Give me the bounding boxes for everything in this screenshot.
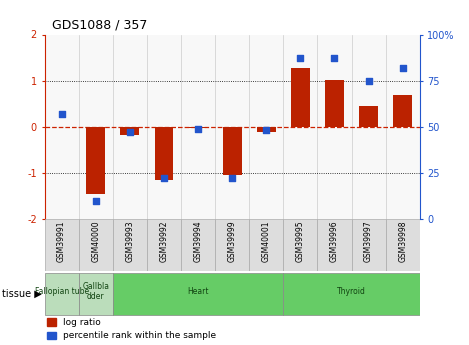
FancyBboxPatch shape	[215, 219, 249, 271]
Text: GSM39999: GSM39999	[227, 221, 237, 262]
FancyBboxPatch shape	[79, 219, 113, 271]
FancyBboxPatch shape	[113, 219, 147, 271]
Legend: log ratio, percentile rank within the sample: log ratio, percentile rank within the sa…	[47, 318, 216, 341]
FancyBboxPatch shape	[79, 273, 113, 315]
Point	[58, 111, 65, 117]
FancyBboxPatch shape	[249, 219, 283, 271]
Bar	[155, 127, 174, 180]
Point	[92, 198, 99, 204]
FancyBboxPatch shape	[386, 219, 420, 271]
Point	[263, 128, 270, 133]
Point	[160, 176, 168, 181]
FancyBboxPatch shape	[147, 219, 181, 271]
Point	[126, 130, 134, 135]
Text: GSM39998: GSM39998	[398, 221, 407, 262]
Bar	[257, 127, 276, 132]
Text: Gallbla
dder: Gallbla dder	[82, 282, 109, 302]
Bar	[189, 127, 207, 128]
Text: tissue ▶: tissue ▶	[2, 289, 42, 299]
Bar	[359, 106, 378, 127]
Bar	[291, 68, 310, 127]
Text: GDS1088 / 357: GDS1088 / 357	[52, 19, 147, 32]
Bar	[325, 80, 344, 127]
FancyBboxPatch shape	[181, 219, 215, 271]
Point	[365, 78, 372, 83]
Text: GSM39995: GSM39995	[296, 221, 305, 262]
Text: GSM39996: GSM39996	[330, 221, 339, 262]
Point	[228, 176, 236, 181]
FancyBboxPatch shape	[45, 219, 79, 271]
Bar	[121, 127, 139, 135]
Text: GSM39994: GSM39994	[194, 221, 203, 262]
Point	[331, 56, 338, 61]
Text: GSM39992: GSM39992	[159, 221, 168, 262]
Text: Heart: Heart	[187, 287, 209, 296]
FancyBboxPatch shape	[283, 273, 420, 315]
FancyBboxPatch shape	[113, 273, 283, 315]
FancyBboxPatch shape	[352, 219, 386, 271]
Text: GSM40000: GSM40000	[91, 221, 100, 262]
Text: GSM40001: GSM40001	[262, 221, 271, 262]
Point	[296, 56, 304, 61]
FancyBboxPatch shape	[283, 219, 318, 271]
FancyBboxPatch shape	[45, 273, 79, 315]
Point	[194, 126, 202, 131]
FancyBboxPatch shape	[318, 219, 352, 271]
Bar	[223, 127, 242, 175]
Text: Thyroid: Thyroid	[337, 287, 366, 296]
Bar	[393, 96, 412, 127]
Text: GSM39997: GSM39997	[364, 221, 373, 262]
Bar	[86, 127, 105, 194]
Text: GSM39991: GSM39991	[57, 221, 66, 262]
Point	[399, 65, 407, 70]
Text: Fallopian tube: Fallopian tube	[35, 287, 89, 296]
Text: GSM39993: GSM39993	[125, 221, 134, 262]
